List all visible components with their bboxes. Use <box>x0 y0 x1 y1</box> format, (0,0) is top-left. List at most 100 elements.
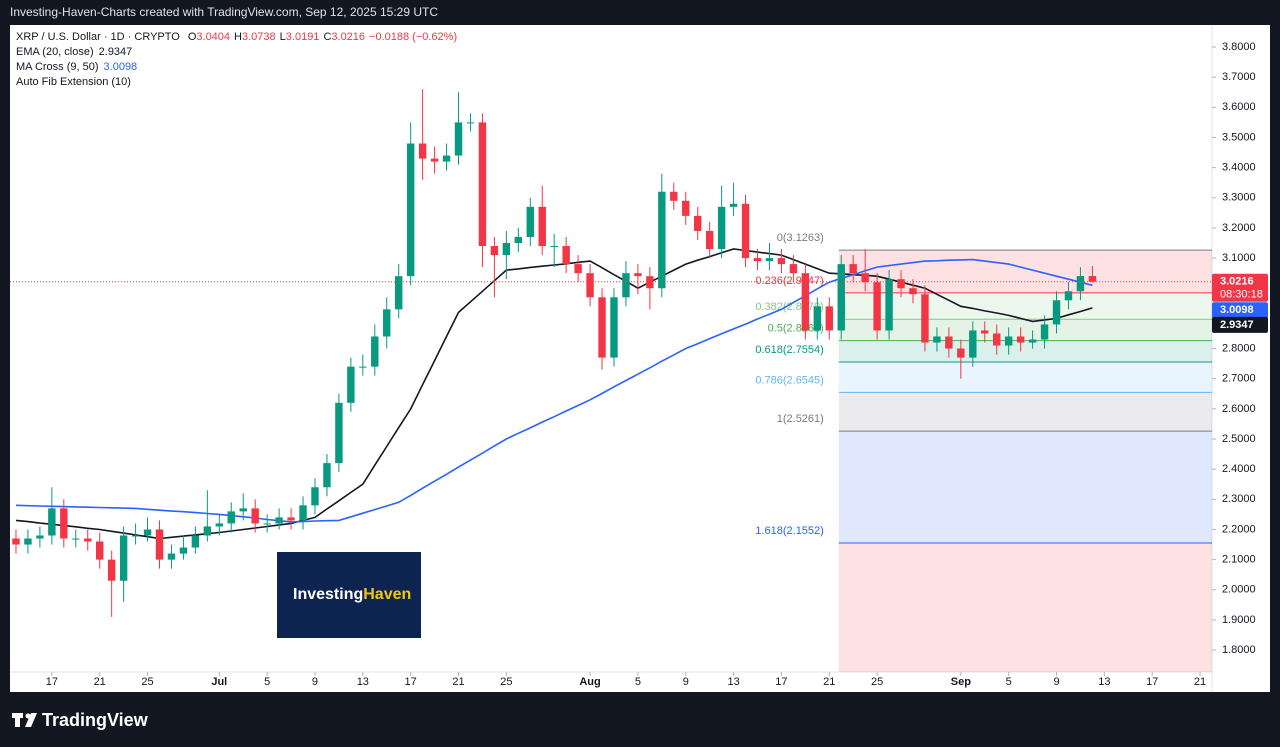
footer: TradingView <box>42 710 149 730</box>
candle-body <box>502 243 511 256</box>
y-tick-label: 2.8000 <box>1222 342 1256 354</box>
candle-body <box>1064 291 1073 301</box>
candle-body <box>861 273 869 283</box>
candle-body <box>837 264 845 331</box>
candle-body <box>48 508 56 536</box>
y-tick-label: 2.6000 <box>1222 403 1256 415</box>
chart-area <box>10 25 1270 692</box>
logo-mark <box>25 713 37 727</box>
candle-body <box>191 535 200 548</box>
x-tick-label: 17 <box>1146 676 1158 688</box>
candle-body <box>203 526 212 536</box>
candle-body <box>347 366 355 403</box>
y-tick-label: 3.4000 <box>1222 162 1256 174</box>
ohlc-value: 3.0216 <box>331 31 365 43</box>
price-tag <box>1212 316 1268 333</box>
indicator-value: 3.0098 <box>104 61 138 73</box>
y-tick-label: 2.1000 <box>1222 554 1256 566</box>
candle-body <box>179 547 188 554</box>
y-tick-label: 3.6000 <box>1222 101 1256 113</box>
change: −0.0188 (−0.62%) <box>369 31 457 43</box>
candle-body <box>107 559 116 581</box>
candle-body <box>765 258 774 262</box>
overlay: InvestingHaven XRP / U.S. Dollar · 1D · … <box>12 31 457 730</box>
candle-body <box>454 122 463 156</box>
price-tag-label: 2.9347 <box>1220 319 1254 331</box>
candle-body <box>490 246 499 256</box>
plot: 0(3.1263) 0.236(2.9847) 0.382(2.8970) 0.5(2… <box>10 41 1268 688</box>
price-tag <box>1212 273 1268 302</box>
fib-label: 0.618(2.7554) <box>755 344 824 356</box>
candle-body <box>311 487 319 506</box>
candle-body <box>1088 276 1097 282</box>
candle-body <box>227 511 235 524</box>
fib-zone <box>838 542 1212 672</box>
candle-body <box>801 273 810 331</box>
y-tick-label: 2.3000 <box>1222 493 1256 505</box>
candle-body <box>789 264 798 274</box>
candle-body <box>610 297 618 358</box>
x-tick-label: 25 <box>141 676 153 688</box>
y-tick-label: 1.8000 <box>1222 644 1256 656</box>
candle-body <box>945 336 953 349</box>
candle-body <box>1040 324 1049 340</box>
ohlc-key: C <box>323 31 331 43</box>
fib-zone <box>838 319 1212 341</box>
candle-body <box>335 402 343 464</box>
candle-body <box>741 203 750 259</box>
price-tag-label: 3.0216 <box>1220 276 1254 288</box>
candle-body <box>717 206 726 250</box>
candle-body <box>1076 276 1085 292</box>
candle-body <box>921 294 929 343</box>
x-tick-label: 17 <box>405 676 417 688</box>
fib-zone <box>838 361 1212 393</box>
price-tag <box>1212 302 1268 319</box>
ohlc-value: 3.0738 <box>242 31 276 43</box>
candle-body <box>1028 339 1037 343</box>
candle-body <box>694 215 702 231</box>
x-tick-label: 5 <box>1006 676 1012 688</box>
candle-body <box>263 523 271 525</box>
fib-label: 0.5(2.8262) <box>768 323 824 335</box>
candle-body <box>777 258 786 265</box>
y-tick-label: 2.5000 <box>1222 433 1256 445</box>
candle-body <box>562 246 570 265</box>
candle-body <box>287 517 295 521</box>
logo-mark <box>15 713 20 727</box>
candle-body <box>466 122 475 124</box>
watermark-box <box>277 552 421 638</box>
candle-body <box>60 508 68 539</box>
y-tick-label: 2.4000 <box>1222 463 1256 475</box>
watermark-b: Haven <box>363 586 411 603</box>
indicator-name: MA Cross (9, 50) <box>16 61 99 73</box>
logo: TradingView <box>12 710 149 730</box>
candle-body <box>406 143 415 277</box>
y-tick-label: 3.2000 <box>1222 222 1256 234</box>
x-tick-label: 21 <box>94 676 106 688</box>
candle-body <box>72 538 80 540</box>
legend-row: XRP / U.S. Dollar · 1D · CRYPTO O3.0404 H3… <box>16 31 457 43</box>
fib-zone <box>838 250 1212 293</box>
candle-body <box>394 276 403 310</box>
candle-body <box>24 538 32 545</box>
candle-body <box>84 538 92 542</box>
candle-body <box>143 529 152 536</box>
fib-label: 0.236(2.9847) <box>755 275 824 287</box>
legend-row: EMA (20, close) 2.9347 <box>16 46 132 58</box>
candle-body <box>897 279 905 289</box>
ohlc-value: 3.0404 <box>196 31 230 43</box>
candle-body <box>825 306 833 331</box>
candle-body <box>251 508 259 524</box>
candle-body <box>323 463 331 488</box>
candle-body <box>119 535 128 581</box>
y-tick-label: 3.3000 <box>1222 192 1256 204</box>
candle-body <box>670 191 678 201</box>
y-tick-label: 3.8000 <box>1222 41 1256 53</box>
candle-body <box>12 538 20 545</box>
candle-body <box>634 273 642 277</box>
candle-body <box>383 309 391 337</box>
candle-body <box>873 282 881 331</box>
fib-label: 0.786(2.6545) <box>755 374 824 386</box>
